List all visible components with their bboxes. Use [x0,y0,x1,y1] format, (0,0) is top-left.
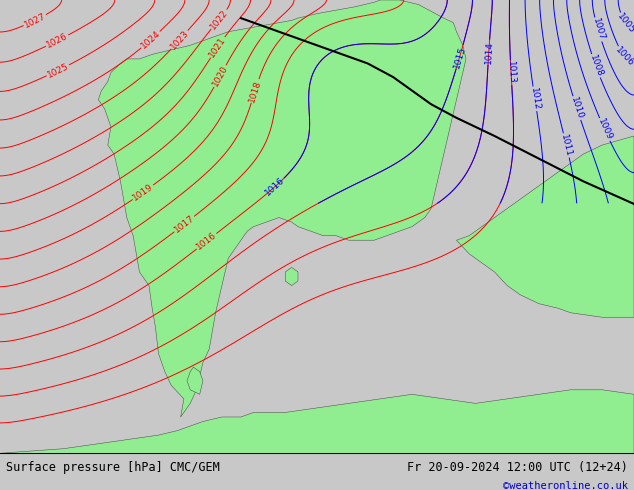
Text: 1018: 1018 [247,78,263,103]
Text: 1023: 1023 [169,28,191,51]
Text: 1011: 1011 [559,133,573,158]
Text: 1025: 1025 [46,61,70,79]
Text: 1007: 1007 [590,17,605,42]
Text: 1015: 1015 [452,45,467,69]
Text: 1017: 1017 [172,214,196,235]
Text: 1020: 1020 [210,64,230,88]
Polygon shape [285,268,298,286]
Text: 1012: 1012 [529,87,541,111]
Polygon shape [0,390,634,453]
Polygon shape [98,0,466,417]
Text: 1022: 1022 [209,8,230,31]
Polygon shape [456,136,634,318]
Text: 1008: 1008 [588,53,604,78]
Text: 1021: 1021 [207,35,228,59]
Text: 1013: 1013 [506,61,516,84]
Text: 1010: 1010 [569,96,585,121]
Text: 1006: 1006 [614,45,634,68]
Text: 1027: 1027 [23,11,47,29]
Text: 1014: 1014 [484,41,494,64]
Text: 1016: 1016 [263,175,287,198]
Text: Fr 20-09-2024 12:00 UTC (12+24): Fr 20-09-2024 12:00 UTC (12+24) [407,461,628,474]
Text: 1024: 1024 [139,29,162,50]
Text: Surface pressure [hPa] CMC/GEM: Surface pressure [hPa] CMC/GEM [6,461,220,474]
Text: 1009: 1009 [596,117,614,142]
Polygon shape [187,367,203,394]
Text: 1026: 1026 [45,31,70,50]
Text: 1016: 1016 [195,231,218,252]
Text: 1019: 1019 [131,182,155,203]
Text: ©weatheronline.co.uk: ©weatheronline.co.uk [503,481,628,490]
Text: 1005: 1005 [616,12,634,36]
